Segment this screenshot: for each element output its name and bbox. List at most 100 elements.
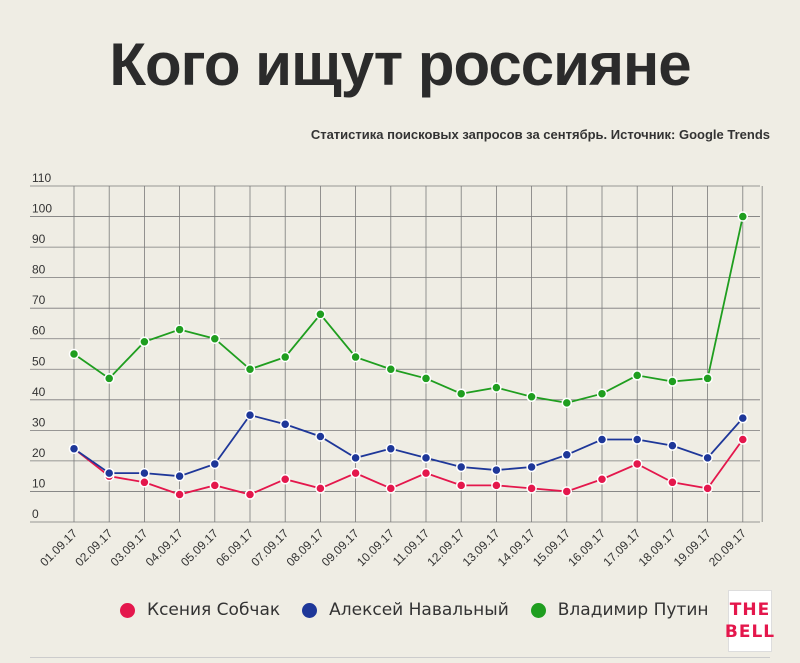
data-point-2-4	[209, 333, 221, 344]
data-point-2-17	[667, 376, 678, 387]
legend-marker-sobchak	[120, 602, 135, 618]
x-tick-label: 14.09.17	[495, 526, 538, 569]
legend-item-sobchak: Ксения Собчак	[120, 600, 280, 620]
x-tick-label: 02.09.17	[72, 526, 115, 569]
logo-line-2: BELL	[724, 622, 776, 642]
data-point-0-11	[455, 480, 467, 491]
data-point-0-4	[209, 480, 221, 491]
x-tick-label: 20.09.17	[706, 526, 749, 569]
data-point-1-16	[631, 434, 643, 445]
legend: Ксения Собчак Алексей Навальный Владимир…	[120, 600, 730, 620]
data-point-2-18	[702, 373, 713, 384]
y-tick-label: 100	[32, 202, 52, 216]
data-point-1-17	[667, 440, 678, 451]
x-tick-label: 17.09.17	[600, 526, 643, 569]
data-point-1-13	[526, 461, 537, 473]
data-point-0-12	[491, 480, 502, 491]
data-point-1-14	[561, 449, 573, 461]
data-point-2-1	[103, 373, 115, 384]
x-tick-label: 16.09.17	[565, 526, 608, 569]
series-line-1	[73, 414, 744, 478]
data-point-0-13	[526, 483, 537, 494]
data-point-0-5	[244, 489, 256, 500]
data-point-2-10	[420, 373, 432, 384]
data-point-1-9	[385, 443, 397, 454]
x-tick-label: 03.09.17	[108, 526, 151, 569]
legend-item-putin: Владимир Путин	[530, 600, 709, 620]
data-point-2-12	[491, 382, 502, 393]
data-point-2-13	[526, 391, 537, 403]
logo-line-1: THE	[729, 600, 771, 620]
data-point-0-6	[279, 473, 291, 485]
data-point-2-11	[455, 388, 467, 399]
data-point-0-19	[737, 434, 749, 445]
data-point-2-7	[315, 309, 326, 320]
x-tick-label: 13.09.17	[460, 526, 503, 569]
data-point-0-16	[631, 458, 643, 470]
y-tick-label: 110	[32, 171, 51, 185]
y-tick-label: 10	[32, 476, 46, 490]
data-point-1-4	[209, 458, 221, 470]
data-point-1-10	[420, 452, 432, 464]
data-point-1-1	[103, 467, 115, 479]
data-point-2-5	[244, 364, 256, 375]
data-point-2-16	[631, 370, 643, 381]
data-point-1-8	[350, 452, 361, 464]
data-point-1-15	[596, 434, 608, 445]
x-tick-label: 09.09.17	[319, 526, 362, 569]
data-point-2-19	[737, 211, 749, 222]
data-point-2-0	[68, 348, 80, 360]
bottom-divider	[30, 657, 770, 658]
x-tick-label: 04.09.17	[143, 526, 186, 569]
x-tick-label: 15.09.17	[530, 526, 573, 569]
x-tick-label: 05.09.17	[178, 526, 221, 569]
y-tick-label: 20	[32, 446, 46, 460]
y-tick-label: 40	[32, 385, 46, 399]
chart-title: Кого ищут россияне	[109, 31, 691, 98]
data-point-0-14	[561, 486, 573, 497]
data-point-1-3	[174, 470, 185, 482]
y-tick-label: 0	[32, 507, 39, 521]
x-tick-label: 18.09.17	[636, 526, 679, 569]
legend-label-putin: Владимир Путин	[557, 600, 709, 620]
data-point-2-15	[596, 388, 608, 399]
legend-marker-putin	[530, 602, 546, 618]
data-point-2-6	[279, 351, 291, 363]
data-point-1-5	[244, 409, 256, 421]
x-tick-label: 06.09.17	[213, 526, 256, 569]
data-point-1-7	[315, 431, 326, 442]
legend-marker-navalny	[302, 602, 318, 618]
data-point-2-2	[139, 336, 150, 348]
x-tick-label: 07.09.17	[248, 526, 291, 569]
the-bell-logo: THE BELL	[724, 590, 776, 652]
data-point-2-8	[350, 351, 361, 363]
y-tick-label: 60	[32, 324, 46, 338]
y-tick-label: 50	[32, 354, 46, 368]
data-point-2-9	[385, 364, 397, 375]
data-point-1-0	[68, 443, 80, 454]
data-point-2-3	[174, 324, 185, 335]
data-point-0-8	[350, 467, 361, 479]
y-tick-label: 80	[32, 263, 46, 277]
y-tick-label: 70	[32, 293, 46, 307]
legend-label-navalny: Алексей Навальный	[329, 600, 509, 620]
y-tick-label: 30	[32, 415, 46, 429]
series-line-2	[73, 216, 744, 404]
legend-label-sobchak: Ксения Собчак	[147, 600, 281, 620]
data-point-0-17	[667, 477, 678, 488]
data-point-0-3	[174, 489, 185, 500]
x-tick-label: 19.09.17	[671, 526, 714, 569]
data-point-1-11	[455, 461, 467, 473]
data-point-0-9	[385, 483, 397, 494]
data-point-1-18	[702, 452, 713, 464]
data-point-2-14	[561, 397, 573, 409]
data-point-1-12	[491, 464, 502, 476]
chart-subtitle: Статистика поисковых запросов за сентябр…	[310, 127, 770, 142]
x-tick-label: 12.09.17	[424, 526, 467, 569]
data-point-1-19	[737, 412, 749, 424]
legend-item-navalny: Алексей Навальный	[302, 600, 509, 620]
series-line-0	[73, 439, 744, 496]
y-tick-label: 90	[32, 232, 46, 246]
data-point-0-15	[596, 473, 608, 485]
